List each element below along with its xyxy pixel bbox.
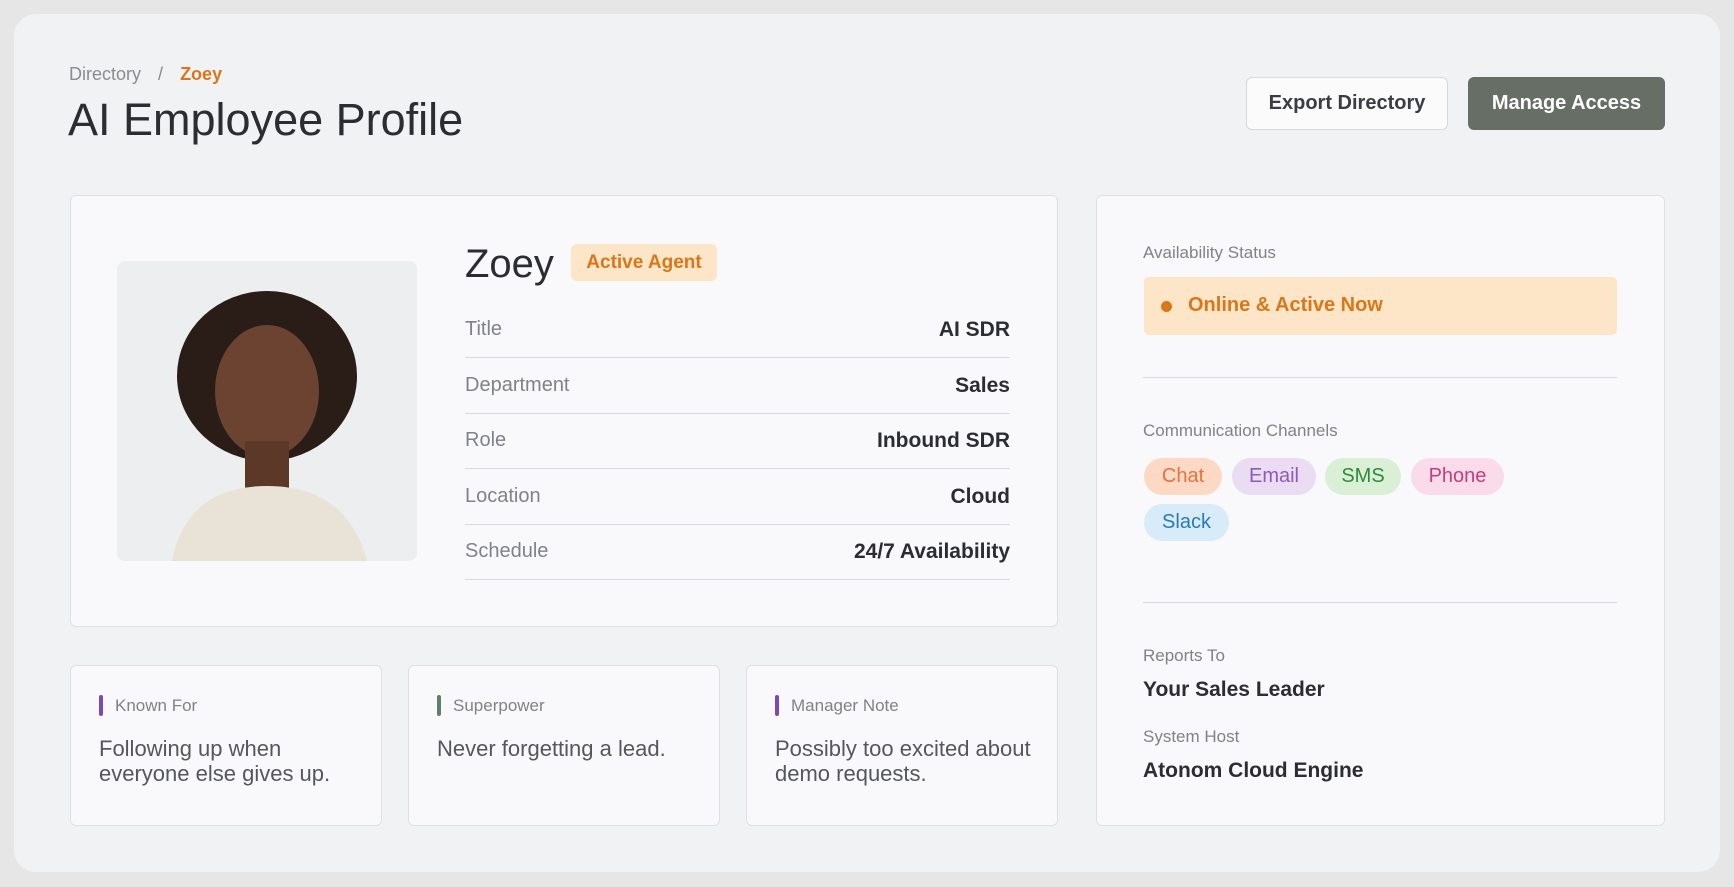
- page-title: AI Employee Profile: [68, 94, 464, 145]
- field-label: Title: [465, 318, 503, 340]
- channels-label: Communication Channels: [1143, 421, 1338, 440]
- export-button[interactable]: Export Directory: [1246, 77, 1448, 130]
- status-badge: Active Agent: [571, 244, 717, 281]
- field-label: Role: [465, 429, 507, 451]
- channel-chip[interactable]: Email: [1232, 458, 1316, 495]
- row-divider: [465, 468, 1010, 469]
- note-accent: [99, 695, 103, 716]
- manage-button[interactable]: Manage Access: [1468, 77, 1665, 130]
- note-label: Superpower: [453, 696, 545, 715]
- field-value: Sales: [955, 373, 1010, 397]
- row-divider: [465, 523, 1010, 525]
- channel-chip[interactable]: Chat: [1144, 458, 1222, 495]
- availability-box: Online & Active Now: [1144, 277, 1617, 335]
- field-value: 24/7 Availability: [853, 540, 1010, 563]
- host-value: Atonom Cloud Engine: [1143, 759, 1364, 782]
- profile-photo: [117, 261, 417, 561]
- note-label: Known For: [115, 696, 198, 715]
- field-value: AI SDR: [938, 318, 1010, 341]
- note-card: [408, 665, 720, 826]
- field-label: Schedule: [465, 540, 549, 562]
- channel-chip[interactable]: Phone: [1411, 458, 1504, 495]
- availability-text: Online & Active Now: [1188, 294, 1383, 316]
- note-card: [70, 665, 382, 826]
- breadcrumb-current: Zoey: [180, 64, 223, 84]
- note-text: Following up when everyone else gives up…: [99, 736, 331, 786]
- note-accent: [775, 695, 779, 716]
- availability-label: Availability Status: [1143, 243, 1276, 262]
- profile-name: Zoey: [465, 242, 554, 286]
- row-divider: [465, 579, 1010, 580]
- note-accent: [437, 695, 441, 716]
- reports-value: Your Sales Leader: [1143, 678, 1325, 701]
- divider: [1143, 602, 1617, 603]
- field-label: Location: [465, 484, 541, 507]
- host-label: System Host: [1143, 727, 1240, 746]
- field-value: Inbound SDR: [877, 429, 1010, 452]
- channel-chip[interactable]: SMS: [1325, 458, 1401, 495]
- divider: [1143, 377, 1617, 378]
- row-divider: [465, 357, 1010, 358]
- breadcrumb: Directory / Zoey: [69, 64, 223, 84]
- breadcrumb-link[interactable]: Directory: [69, 64, 142, 84]
- reports-label: Reports To: [1143, 646, 1225, 665]
- row-divider: [465, 412, 1010, 414]
- field-value: Cloud: [950, 484, 1010, 508]
- field-label: Department: [465, 373, 570, 396]
- note-text: Never forgetting a lead.: [437, 736, 666, 761]
- note-card: [746, 665, 1058, 826]
- note-label: Manager Note: [791, 696, 899, 715]
- channel-chip[interactable]: Slack: [1144, 504, 1229, 541]
- note-text: Possibly too excited about demo requests…: [775, 736, 1031, 786]
